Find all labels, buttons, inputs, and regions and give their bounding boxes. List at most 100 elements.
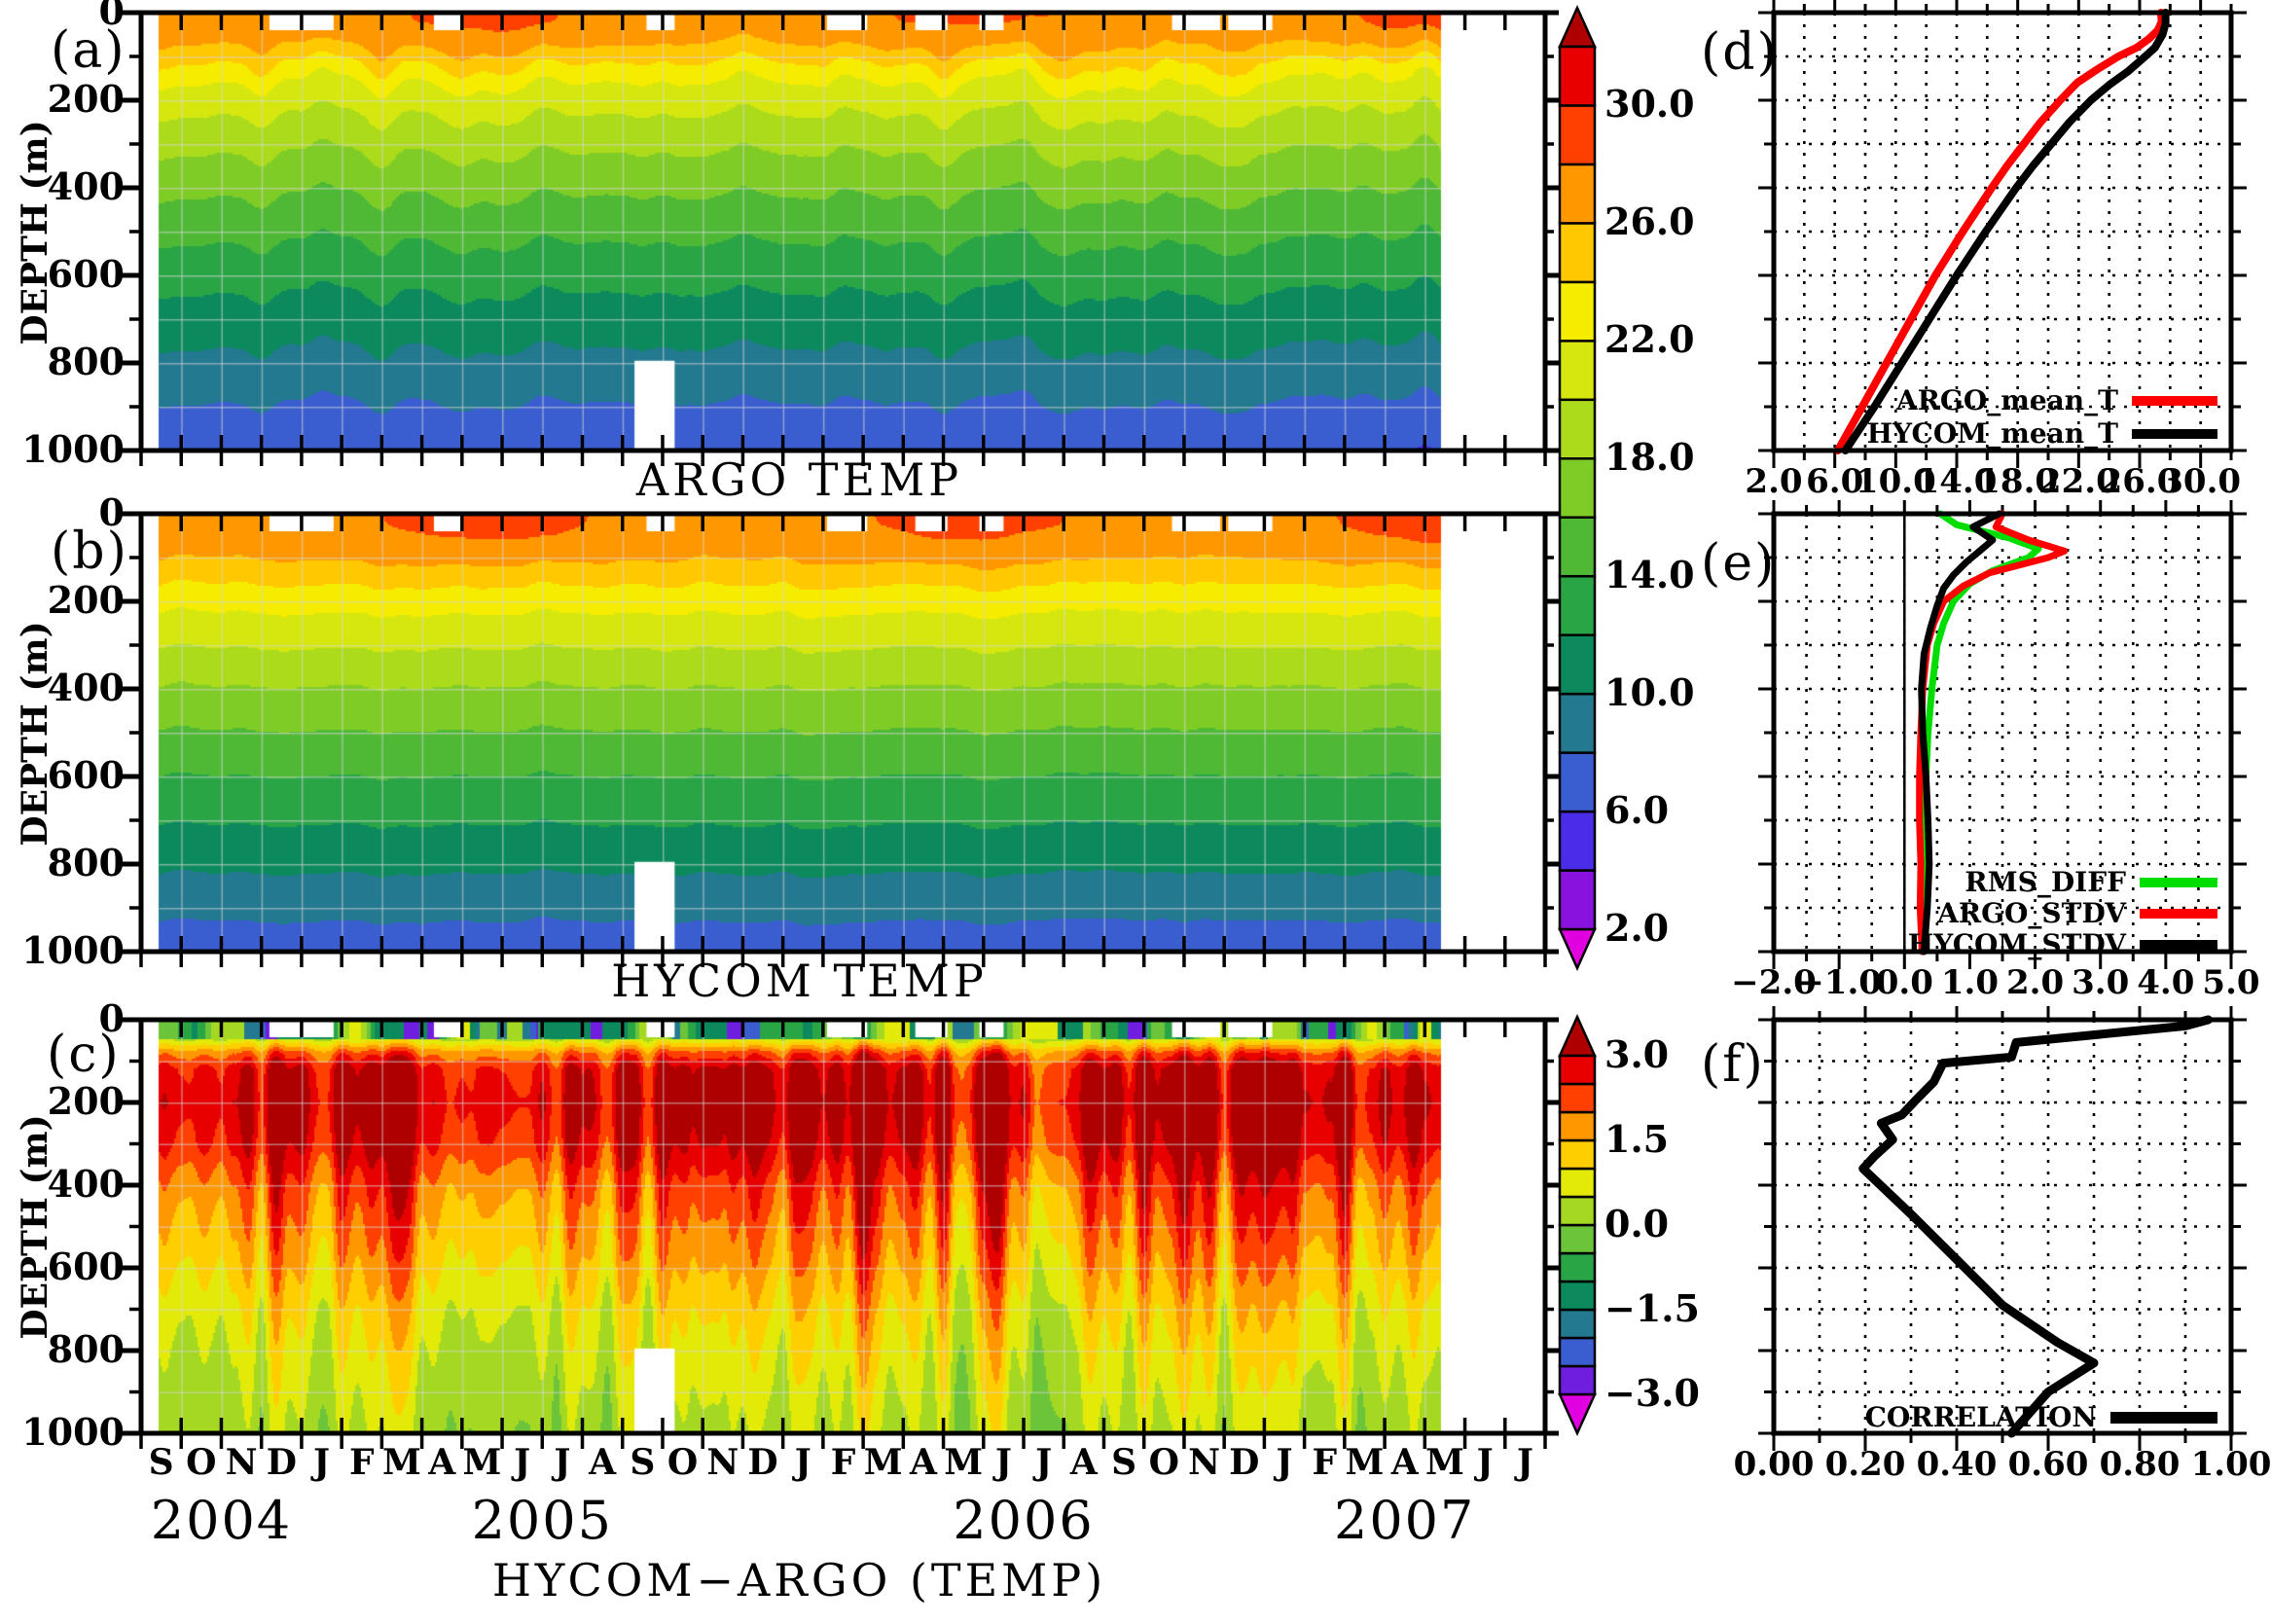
colorbar-diff-arrow-high: [1558, 1013, 1597, 1058]
x-axis-label: 0.00: [1733, 1445, 1815, 1484]
curve-CORRELATION: [1858, 1015, 2213, 1438]
contour-canvas-a: [141, 13, 1545, 451]
month-tick-label: O: [667, 1442, 699, 1483]
x-axis-label: 26.0: [2099, 462, 2181, 501]
title-hycom-minus-argo: HYCOM−ARGO (TEMP): [491, 1554, 1107, 1606]
colorbar-diff-box: [1558, 1167, 1597, 1199]
title-hycom-temp: HYCOM TEMP: [611, 955, 988, 1007]
colorbar-diff-box: [1558, 1195, 1597, 1227]
legend-swatch: [2132, 395, 2217, 406]
colorbar-value-label: 1.5: [1604, 1117, 1670, 1161]
month-tick-label: S: [1111, 1442, 1137, 1483]
colorbar-value-label: 30.0: [1604, 82, 1695, 126]
month-tick-label: A: [1069, 1442, 1098, 1483]
month-tick-label: J: [514, 1442, 531, 1483]
y-axis-label-b: DEPTH (m): [15, 621, 55, 847]
depth-tick-label: 600: [47, 753, 125, 797]
month-tick-label: D: [266, 1442, 297, 1483]
panel-border-f: [1771, 1017, 2234, 1436]
month-tick-label: J: [1516, 1442, 1533, 1483]
month-tick-label: M: [863, 1442, 903, 1483]
x-axis-label: 0.60: [2007, 1445, 2089, 1484]
month-tick-label: N: [225, 1442, 258, 1483]
contour-canvas-c: [141, 1020, 1545, 1433]
depth-tick-label: 1000: [21, 427, 125, 471]
x-axis-label: 2.0: [1745, 462, 1803, 501]
depth-tick-label: 200: [47, 1079, 125, 1123]
depth-tick-label: 1000: [21, 928, 125, 972]
depth-tick-label: 800: [47, 340, 125, 383]
colorbar-diff-box: [1558, 1308, 1597, 1340]
month-tick-label: A: [1390, 1442, 1419, 1483]
colorbar-temp-box: [1558, 516, 1597, 578]
colorbar-diff-box: [1558, 1280, 1597, 1312]
colorbar-diff-box: [1558, 1138, 1597, 1171]
month-tick-label: S: [630, 1442, 656, 1483]
colorbar-temp-box: [1558, 751, 1597, 813]
x-axis-label: 1.0: [1940, 963, 1999, 1002]
depth-tick-label: 0: [98, 490, 125, 534]
depth-tick-label: 200: [47, 578, 125, 622]
x-axis-label: 0.80: [2099, 1445, 2181, 1484]
legend-label: ARGO_mean_T: [1895, 384, 2118, 416]
depth-tick-label: 0: [98, 996, 125, 1040]
panel-label-a: (a): [51, 21, 126, 80]
month-tick-label: M: [382, 1442, 421, 1483]
depth-tick-label: 600: [47, 1245, 125, 1288]
colorbar-temp-box: [1558, 574, 1597, 636]
month-tick-label: S: [148, 1442, 174, 1483]
x-axis-label: 0.0: [1875, 963, 1933, 1002]
x-axis-label: 0.40: [1916, 1445, 1998, 1484]
legend-row-ARGO_mean_T: ARGO_mean_T: [1780, 384, 2217, 416]
colorbar-diff-box: [1558, 1364, 1597, 1396]
y-axis-label-a: DEPTH (m): [15, 120, 55, 345]
colorbar-value-label: 14.0: [1604, 553, 1695, 597]
colorbar-temp-box: [1558, 222, 1597, 284]
depth-tick-label: 400: [47, 666, 125, 709]
legend-row-ARGO_STDV: ARGO_STDV: [1780, 897, 2217, 929]
depth-tick-label: 1000: [21, 1410, 125, 1454]
month-tick-label: J: [994, 1442, 1012, 1483]
panel-label-e: (e): [1701, 534, 1777, 593]
x-axis-label: 3.0: [2072, 963, 2130, 1002]
colorbar-temp-box: [1558, 104, 1597, 166]
legend-label: ARGO_STDV: [1937, 897, 2126, 929]
month-tick-label: J: [1035, 1442, 1053, 1483]
colorbar-temp-box: [1558, 869, 1597, 931]
legend-swatch: [2140, 939, 2217, 950]
month-tick-label: N: [706, 1442, 739, 1483]
colorbar-temp-box: [1558, 457, 1597, 519]
colorbar-temp-box: [1558, 398, 1597, 460]
year-label: 2005: [471, 1490, 613, 1551]
legend-row-RMS_DIFF: RMS_DIFF: [1780, 866, 2217, 898]
month-tick-label: M: [462, 1442, 502, 1483]
colorbar-value-label: 18.0: [1604, 435, 1695, 480]
month-tick-label: J: [554, 1442, 571, 1483]
colorbar-value-label: 22.0: [1604, 317, 1695, 362]
panel-label-c: (c): [47, 1026, 121, 1084]
colorbar-temp-box: [1558, 45, 1597, 107]
month-tick-label: J: [1276, 1442, 1293, 1483]
depth-tick-label: 800: [47, 841, 125, 884]
month-tick-label: F: [348, 1442, 375, 1483]
colorbar-diff-arrow-low: [1558, 1392, 1597, 1437]
x-axis-label: 1.00: [2190, 1445, 2271, 1484]
panel-label-b: (b): [51, 523, 128, 581]
colorbar-temp-arrow-low: [1558, 927, 1597, 972]
legend-swatch: [2132, 428, 2217, 439]
month-tick-label: D: [1229, 1442, 1260, 1483]
year-label: 2007: [1333, 1490, 1476, 1551]
month-tick-label: J: [1476, 1442, 1494, 1483]
colorbar-diff-box: [1558, 1223, 1597, 1255]
x-axis-label: 14.0: [1916, 462, 1998, 501]
month-tick-label: M: [944, 1442, 984, 1483]
depth-tick-label: 400: [47, 1162, 125, 1206]
month-tick-label: O: [1148, 1442, 1179, 1483]
colorbar-value-label: −3.0: [1604, 1371, 1700, 1415]
colorbar-temp-box: [1558, 162, 1597, 225]
month-tick-label: J: [312, 1442, 331, 1483]
panel-label-d: (d): [1701, 23, 1779, 82]
colorbar-temp-box: [1558, 340, 1597, 402]
depth-tick-label: 200: [47, 77, 125, 121]
